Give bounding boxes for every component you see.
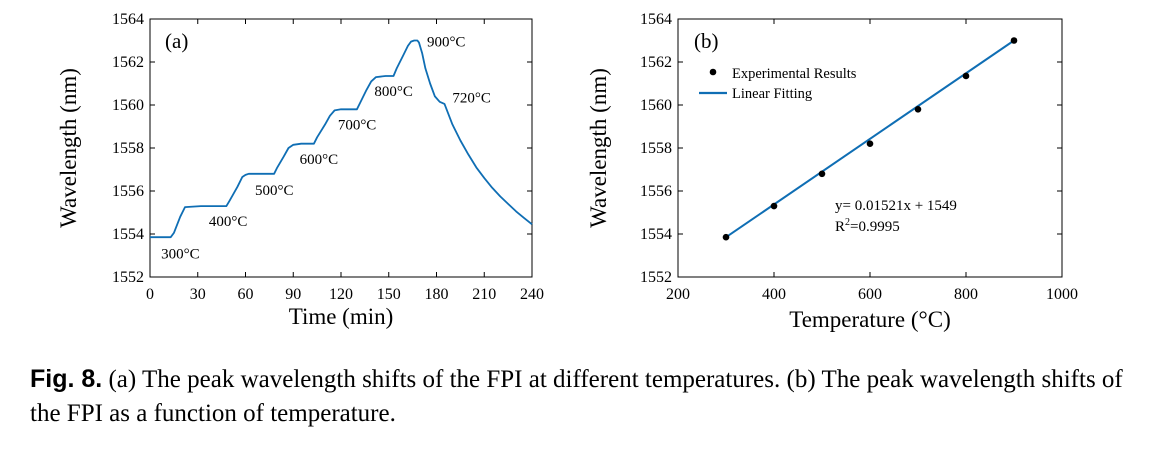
experimental-point xyxy=(818,170,826,178)
panel-b-xtick-label: 600 xyxy=(858,286,882,303)
temperature-annotation: 900°C xyxy=(427,35,466,51)
r2-suffix: =0.9995 xyxy=(850,219,900,235)
figure: 0 30 60 90 120 150 180 210 240 1552 1554 1556 1558 15… xyxy=(56,11,1078,332)
panel-a-xtick-label: 0 xyxy=(146,286,154,303)
panel-a-ticks: 0 30 60 90 120 150 180 210 240 1552 1554 1556 1558 15… xyxy=(112,11,544,303)
panel-a-plot: 0 30 60 90 120 150 180 210 240 1552 1554 1556 1558 15… xyxy=(56,11,544,329)
panel-a-ytick-label: 1552 xyxy=(112,269,144,286)
panel-a-xlabel: Time (min) xyxy=(289,304,394,329)
temperature-annotation: 300°C xyxy=(161,246,200,262)
panel-a-ytick-label: 1560 xyxy=(112,97,144,114)
experimental-point xyxy=(914,106,922,113)
panel-a-ytick-label: 1558 xyxy=(112,140,144,157)
temperature-annotation: 500°C xyxy=(255,183,294,199)
panel-b-ytick-label: 1556 xyxy=(640,183,672,200)
r2-superscript: 2 xyxy=(845,217,850,228)
experimental-point xyxy=(962,72,970,80)
temperature-annotation: 400°C xyxy=(209,214,248,230)
panel-a-ytick-label: 1554 xyxy=(112,226,144,243)
panel-a-ytick-label: 1562 xyxy=(112,54,144,71)
panel-b-xtick-label: 800 xyxy=(954,286,978,303)
panel-b-legend: Experimental Results Linear Fitting xyxy=(699,66,857,102)
temperature-annotation: 600°C xyxy=(300,152,339,168)
experimental-point xyxy=(770,202,778,210)
panel-a-label: (a) xyxy=(165,29,188,53)
panel-a-annotations: 300°C 400°C 500°C 600°C 700°C 800°C 900°C 720°C xyxy=(161,35,491,263)
experimental-point xyxy=(866,140,874,147)
panel-a-xtick-label: 210 xyxy=(472,286,496,303)
figure-caption: Fig. 8. (a) The peak wavelength shifts o… xyxy=(30,362,1130,431)
panel-a-xtick-label: 150 xyxy=(377,286,401,303)
panel-a-xtick-label: 90 xyxy=(285,286,301,303)
panel-b-xlabel: Temperature (°C) xyxy=(789,307,950,332)
panel-b-ytick-label: 1562 xyxy=(640,54,672,71)
r2-prefix: R xyxy=(835,219,845,235)
panel-b-ytick-label: 1554 xyxy=(640,226,672,243)
panel-a-xtick-label: 60 xyxy=(238,286,254,303)
panel-a-xtick-label: 240 xyxy=(520,286,544,303)
panel-b-ticks: 200 400 600 800 1000 1552 1554 1556 1558 1560 1562… xyxy=(640,11,1078,303)
temperature-annotation: 700°C xyxy=(338,117,377,133)
panel-a-ytick-label: 1556 xyxy=(112,183,144,200)
temperature-annotation: 720°C xyxy=(452,90,491,106)
panel-b-xtick-label: 1000 xyxy=(1046,286,1078,303)
panel-b-ytick-label: 1558 xyxy=(640,140,672,157)
panel-a-axes-box xyxy=(149,18,533,278)
panel-a-ylabel: Wavelength (nm) xyxy=(56,68,81,228)
caption-label: Fig. 8. xyxy=(30,365,103,393)
wavelength-time-line xyxy=(150,39,533,239)
panel-b-xtick-label: 400 xyxy=(762,286,786,303)
legend-marker-experimental xyxy=(709,68,717,76)
experimental-point xyxy=(722,233,730,241)
temperature-annotation: 800°C xyxy=(374,84,413,100)
panel-a-xtick-label: 30 xyxy=(190,286,206,303)
panel-a-xtick-label: 180 xyxy=(425,286,449,303)
panel-b-ylabel: Wavelength (nm) xyxy=(586,68,611,228)
panel-b-ytick-label: 1560 xyxy=(640,97,672,114)
caption-text: (a) The peak wavelength shifts of the FP… xyxy=(30,366,1123,427)
legend-label-fitting: Linear Fitting xyxy=(732,86,812,102)
panel-b-label: (b) xyxy=(694,29,719,53)
panel-b-axes-box xyxy=(677,18,1063,278)
fit-equation: y= 0.01521x + 1549 xyxy=(835,198,957,214)
fit-r-squared: R2=0.9995 xyxy=(835,217,900,235)
legend-label-experimental: Experimental Results xyxy=(732,66,857,82)
experimental-point xyxy=(1010,37,1018,44)
panel-a-xtick-label: 120 xyxy=(329,286,353,303)
panel-a-series xyxy=(150,39,533,239)
panel-b-series xyxy=(722,37,1018,241)
panel-b-xtick-label: 200 xyxy=(666,286,690,303)
panel-a-ytick-label: 1564 xyxy=(112,11,144,28)
panel-b-ytick-label: 1564 xyxy=(640,11,672,28)
panel-b-plot: 200 400 600 800 1000 1552 1554 1556 1558 1560 1562… xyxy=(586,11,1078,332)
panel-b-ytick-label: 1552 xyxy=(640,269,672,286)
